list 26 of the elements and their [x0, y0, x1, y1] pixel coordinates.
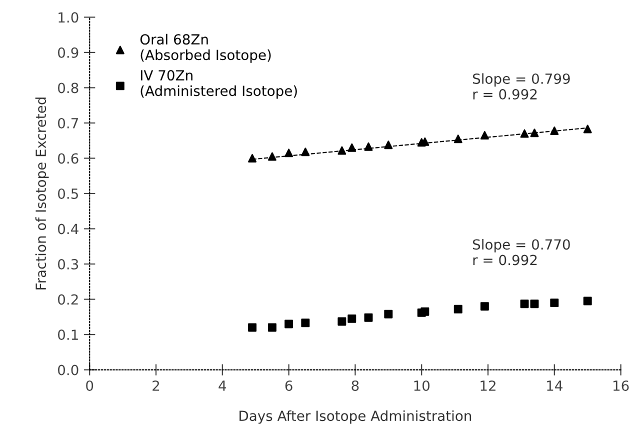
y-tick-label: 0.2	[58, 294, 78, 305]
y-tick-label: 0.5	[58, 188, 78, 199]
y-tick-label: 1.0	[58, 12, 78, 23]
x-tick-label: 10	[414, 380, 430, 391]
y-tick-label: 0.4	[58, 224, 78, 234]
y-tick-label: 0.8	[58, 82, 78, 94]
y-tick-label: 0.0	[58, 364, 78, 376]
x-tick-label: 12	[480, 380, 496, 391]
y-tick-label: 0.7	[58, 118, 78, 128]
x-tick-label: 6	[285, 380, 292, 391]
annotation: Slope = 0.770 r = 0.992	[472, 238, 570, 266]
annotation: Slope = 0.799 r = 0.992	[472, 73, 570, 100]
x-tick-label: 4	[218, 380, 226, 391]
x-tick-label: 16	[613, 380, 629, 391]
x-axis-title: Days After Isotope Administration	[240, 410, 472, 424]
x-tick-label: 2	[152, 380, 160, 391]
x-tick-label: 14	[547, 380, 562, 391]
y-tick-label: 0.9	[58, 47, 78, 58]
y-axis-title: Fraction of Isotope Excreted	[35, 98, 49, 290]
legend-label: Oral 68Zn (Absorbed Isotope)	[140, 34, 271, 63]
x-tick-label: 0	[86, 380, 94, 391]
y-tick-label: 0.3	[58, 258, 78, 270]
y-tick-label: 0.1	[58, 330, 78, 340]
y-tick-label: 0.6	[58, 153, 78, 164]
x-tick-label: 8	[352, 380, 359, 391]
legend-label: IV 70Zn (Administered Isotope)	[140, 70, 297, 99]
